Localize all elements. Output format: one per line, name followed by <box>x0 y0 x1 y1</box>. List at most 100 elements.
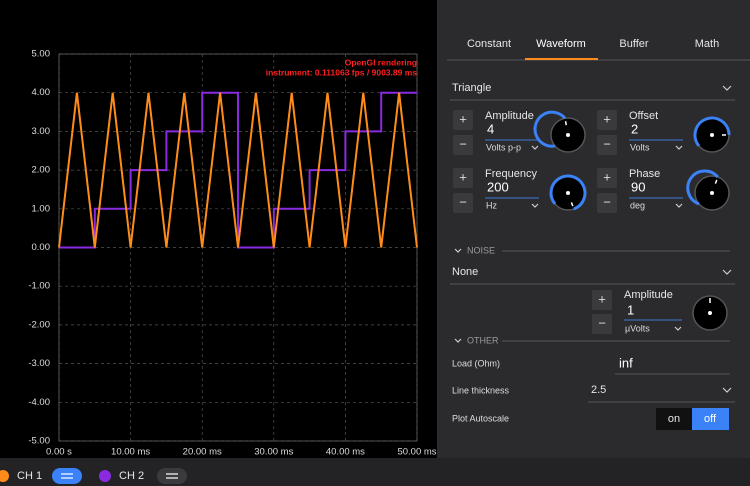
x-tick-label: 50.00 ms <box>397 447 436 458</box>
unit[interactable]: Hz <box>486 200 497 210</box>
legend-label: CH 1 <box>17 470 42 482</box>
channel-dot <box>99 470 111 482</box>
knob-center <box>566 191 570 195</box>
side-panel <box>437 0 750 458</box>
knob-center <box>710 133 714 137</box>
decrement-button[interactable] <box>453 193 473 213</box>
tab[interactable]: Waveform <box>536 38 586 50</box>
x-tick-label: 10.00 ms <box>111 447 150 458</box>
chevron <box>454 338 462 343</box>
chevron <box>722 85 732 91</box>
increment-button[interactable] <box>597 168 617 188</box>
tab[interactable]: Constant <box>467 38 511 50</box>
y-tick-label: 3.00 <box>32 126 51 137</box>
button-icon: − <box>598 315 606 330</box>
knob-arc <box>533 110 567 148</box>
increment-button[interactable] <box>453 110 473 130</box>
toggle-label: on <box>668 413 680 425</box>
y-tick-label: 4.00 <box>32 87 51 98</box>
x-tick-label: 40.00 ms <box>326 447 365 458</box>
chevron <box>674 326 682 331</box>
chevron <box>675 145 683 150</box>
knob-center <box>710 191 714 195</box>
channel-settings[interactable] <box>52 468 82 484</box>
toggle-off[interactable] <box>692 408 729 430</box>
increment-button[interactable] <box>597 110 617 130</box>
increment-button[interactable] <box>453 168 473 188</box>
chevron <box>531 203 539 208</box>
control-label: Amplitude <box>485 110 534 122</box>
y-tick-label: -5.00 <box>28 436 50 447</box>
decrement-button[interactable] <box>597 193 617 213</box>
unit[interactable]: Volts p-p <box>486 142 521 152</box>
trace <box>59 91 417 249</box>
annotation: OpenGl rendering <box>345 57 417 67</box>
chevron <box>722 387 732 393</box>
legend-label: CH 2 <box>119 470 144 482</box>
unit[interactable]: µVolts <box>625 323 650 333</box>
unit[interactable]: Volts <box>630 142 650 152</box>
dropdown-value[interactable]: 2.5 <box>591 384 606 396</box>
channel-settings[interactable] <box>157 468 187 484</box>
knob-arc <box>549 174 587 211</box>
control-value[interactable]: 200 <box>487 179 509 194</box>
y-tick-label: 0.00 <box>32 242 51 253</box>
toggle-label: off <box>704 413 717 425</box>
row-label: Plot Autoscale <box>452 413 509 423</box>
y-tick-label: -3.00 <box>28 358 50 369</box>
control-label: Amplitude <box>624 289 673 301</box>
tab[interactable]: Math <box>695 38 719 50</box>
y-tick-label: -4.00 <box>28 397 50 408</box>
control-label: Offset <box>629 110 658 122</box>
y-tick-label: 5.00 <box>32 49 51 60</box>
control-value[interactable]: 90 <box>631 179 645 194</box>
x-tick-label: 0.00 s <box>46 447 72 458</box>
unit[interactable]: deg <box>630 200 645 210</box>
dropdown-value[interactable]: None <box>452 266 478 278</box>
row-label: Load (Ohm) <box>452 358 500 368</box>
x-tick-label: 30.00 ms <box>254 447 293 458</box>
control-value[interactable]: 2 <box>631 121 638 136</box>
knob-arc <box>693 116 731 147</box>
knob-indicator <box>564 121 568 126</box>
trace <box>58 92 418 248</box>
legend: CH 1 CH 2 <box>0 468 187 484</box>
button-icon: + <box>459 111 467 126</box>
section-heading: NOISE <box>467 245 495 255</box>
button-icon: + <box>459 169 467 184</box>
dropdown-value[interactable]: Triangle <box>452 82 491 94</box>
y-tick-label: -1.00 <box>28 281 50 292</box>
decrement-button[interactable] <box>453 135 473 155</box>
annotation: instrument: 0.111063 fps / 9003.89 ms <box>266 67 417 77</box>
increment-button[interactable] <box>592 290 612 310</box>
y-tick-label: -2.00 <box>28 319 50 330</box>
knob-center <box>566 133 570 137</box>
y-tick-label: 1.00 <box>32 203 51 214</box>
x-tick-label: 20.00 ms <box>183 447 222 458</box>
channel-bar <box>0 458 750 486</box>
tab[interactable]: Buffer <box>619 38 648 50</box>
decrement-button[interactable] <box>592 314 612 334</box>
button-icon: + <box>603 111 611 126</box>
plot-background <box>0 0 437 458</box>
control-value[interactable]: 1 <box>627 302 634 317</box>
button-icon: − <box>603 136 611 151</box>
knob-indicator <box>570 202 574 207</box>
toggle-on[interactable] <box>656 408 692 430</box>
input-value[interactable]: inf <box>619 355 633 370</box>
row-label: Line thickness <box>452 385 510 395</box>
chevron <box>531 145 539 150</box>
button-icon: − <box>603 194 611 209</box>
chevron <box>722 269 732 275</box>
y-tick-label: 2.00 <box>32 165 51 176</box>
control-label: Frequency <box>485 168 537 180</box>
chevron <box>675 203 683 208</box>
control-value[interactable]: 4 <box>487 121 494 136</box>
decrement-button[interactable] <box>597 135 617 155</box>
button-icon: − <box>459 136 467 151</box>
button-icon: + <box>603 169 611 184</box>
control-label: Phase <box>629 168 660 180</box>
knob-center <box>708 311 712 315</box>
button-icon: + <box>598 291 606 306</box>
